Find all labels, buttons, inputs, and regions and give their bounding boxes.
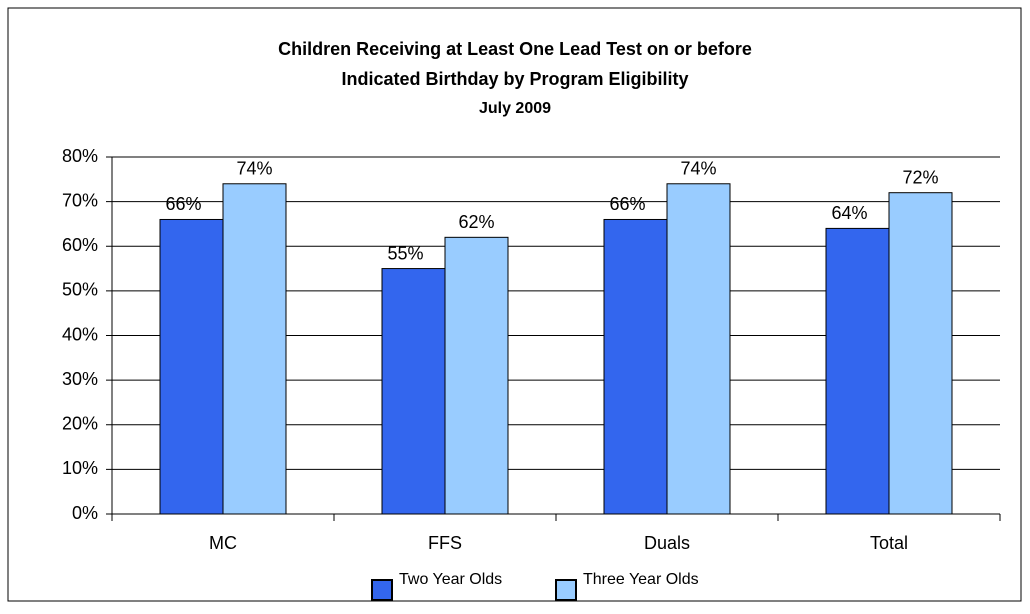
bar bbox=[825, 227, 890, 515]
bar bbox=[666, 183, 731, 515]
legend-swatch bbox=[555, 579, 577, 601]
y-tick-label: 80% bbox=[62, 146, 98, 166]
y-tick-label: 50% bbox=[62, 280, 98, 300]
chart-subtitle: July 2009 bbox=[479, 100, 551, 117]
y-tick-label: 0% bbox=[72, 503, 98, 523]
y-tick-label: 40% bbox=[62, 324, 98, 344]
x-tick-label: Total bbox=[870, 533, 908, 553]
bar bbox=[222, 183, 287, 515]
y-tick-label: 30% bbox=[62, 369, 98, 389]
bar bbox=[888, 192, 953, 515]
bar bbox=[159, 218, 224, 515]
legend-label: Two Year Olds bbox=[399, 571, 502, 588]
value-label: 55% bbox=[387, 243, 423, 263]
chart-title: Indicated Birthday by Program Eligibilit… bbox=[341, 69, 688, 89]
bar bbox=[603, 218, 668, 515]
value-label: 72% bbox=[902, 167, 938, 187]
y-tick-label: 70% bbox=[62, 190, 98, 210]
value-label: 74% bbox=[236, 159, 272, 179]
bar bbox=[381, 268, 446, 515]
x-tick-label: MC bbox=[209, 533, 237, 553]
y-tick-label: 20% bbox=[62, 414, 98, 434]
value-label: 62% bbox=[458, 212, 494, 232]
value-label: 66% bbox=[165, 194, 201, 214]
value-label: 66% bbox=[609, 194, 645, 214]
chart-title: Children Receiving at Least One Lead Tes… bbox=[278, 39, 752, 59]
x-tick-label: FFS bbox=[428, 533, 462, 553]
value-label: 64% bbox=[831, 203, 867, 223]
x-tick-label: Duals bbox=[644, 533, 690, 553]
value-label: 74% bbox=[680, 159, 716, 179]
y-tick-label: 10% bbox=[62, 458, 98, 478]
y-tick-label: 60% bbox=[62, 235, 98, 255]
legend-swatch bbox=[371, 579, 393, 601]
bar bbox=[444, 236, 509, 515]
legend-label: Three Year Olds bbox=[583, 571, 699, 588]
